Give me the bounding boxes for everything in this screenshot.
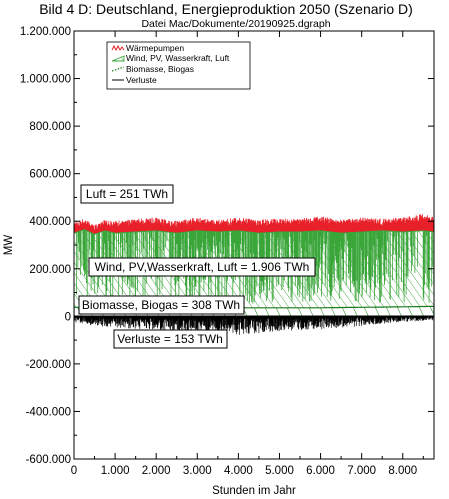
x-tick-label: 7.000 (347, 465, 376, 477)
y-axis-label: MW (3, 235, 15, 256)
legend-swatch-biomasse (111, 66, 125, 72)
y-tick-label: -200.000 (26, 359, 71, 371)
x-tick-label: 5.000 (265, 465, 294, 477)
annotation-wind: Wind, PV,Wasserkraft, Luft = 1.906 TWh (88, 257, 316, 277)
legend-label-wind: Wind, PV, Wasserkraft, Luft (126, 53, 230, 63)
y-tick-label: 1.000.000 (20, 74, 71, 86)
verluste-spikes (74, 316, 434, 335)
annotation-wind-text: Wind, PV,Wasserkraft, Luft = 1.906 TWh (95, 260, 310, 274)
y-tick-label: -400.000 (26, 406, 71, 418)
x-tick-label: 3.000 (183, 465, 212, 477)
annotation-verluste-text: Verluste = 153 TWh (117, 332, 223, 346)
y-axis: 1.200.000 1.000.000 800.000 600.000 400.000 2… (20, 26, 434, 466)
annotation-biomasse-text: Biomasse, Biogas = 308 TWh (82, 298, 240, 312)
legend: Wärmepumpen Wind, PV, Wasserkraft, Luft … (106, 41, 251, 90)
x-axis-label: Stunden im Jahr (212, 485, 296, 497)
x-tick-label: 4.000 (224, 465, 253, 477)
y-tick-label: 400.000 (29, 216, 71, 228)
x-tick-label: 6.000 (306, 465, 335, 477)
annotation-luft-text: Luft = 251 TWh (86, 187, 168, 201)
legend-swatch-wind (111, 55, 125, 62)
y-tick-label: 600.000 (29, 169, 71, 181)
x-tick-label: 1.000 (101, 465, 130, 477)
y-tick-label: 1.200.000 (20, 26, 71, 38)
y-tick-label: 800.000 (29, 121, 71, 133)
annotation-biomasse: Biomasse, Biogas = 308 TWh (78, 295, 245, 315)
x-tick-label: 0 (71, 465, 77, 477)
legend-label-waermepumpen: Wärmepumpen (126, 43, 184, 53)
chart-subtitle: Datei Mac/Dokumente/20190925.dgraph (141, 18, 330, 30)
waermepumpen-spikes (74, 214, 434, 235)
x-axis: 0 1.000 2.000 3.000 4.000 5.000 6.000 7.000 8.00… (71, 31, 424, 477)
legend-swatch-waermepumpen (111, 44, 125, 52)
y-tick-label: -600.000 (26, 454, 71, 466)
legend-label-verluste: Verluste (126, 75, 157, 85)
x-tick-label: 8.000 (388, 465, 417, 477)
x-tick-label: 2.000 (142, 465, 171, 477)
y-tick-label: 200.000 (29, 264, 71, 276)
chart-title: Bild 4 D: Deutschland, Energieproduktion… (39, 1, 413, 17)
legend-label-biomasse: Biomasse, Biogas (126, 64, 194, 74)
wind-top-line (74, 229, 434, 235)
annotation-luft: Luft = 251 TWh (80, 184, 174, 204)
y-tick-label: 0 (65, 311, 71, 323)
annotation-verluste: Verluste = 153 TWh (113, 329, 228, 349)
